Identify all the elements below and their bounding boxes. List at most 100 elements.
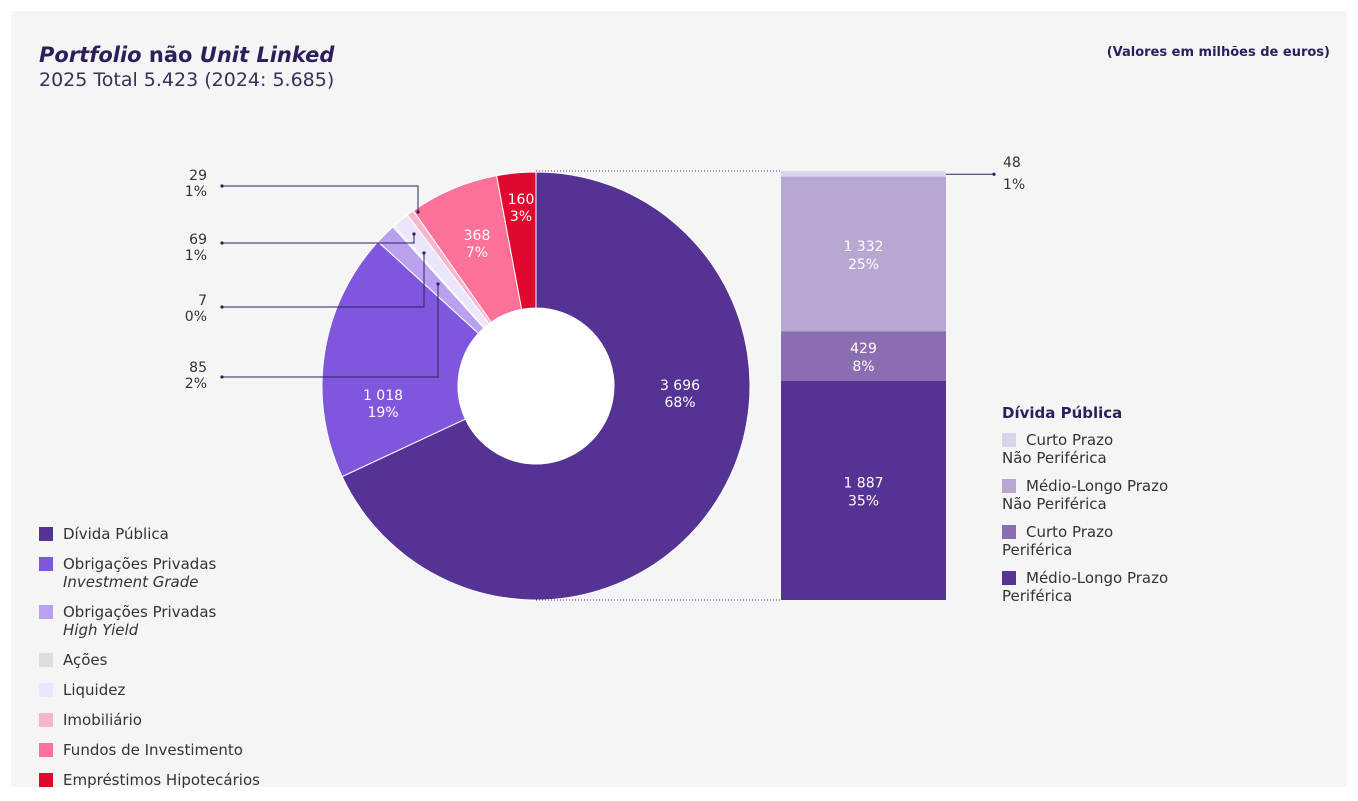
legend-label: Curto Prazo <box>1026 431 1114 449</box>
bar-pct-label: 8% <box>852 359 874 375</box>
outside-value-label: 7 <box>198 293 207 309</box>
legend-swatch <box>39 683 53 697</box>
outside-pct-label: 1% <box>185 184 207 200</box>
slice-value-label: 3 696 <box>660 378 700 394</box>
legend-label: Liquidez <box>63 681 126 699</box>
legend-swatch <box>1002 525 1016 539</box>
donut-legend: Dívida Pública Obrigações Privadas Investm… <box>39 525 260 801</box>
slice-pct-label: 19% <box>367 405 398 421</box>
bar-pct-label: 35% <box>848 493 879 509</box>
legend-label: Imobiliário <box>63 711 142 729</box>
legend-item-emprestimos-hipotecarios: Empréstimos Hipotecários <box>39 771 260 789</box>
legend-swatch <box>39 557 53 571</box>
title-part-3: Unit Linked <box>199 43 335 67</box>
donut-hole <box>458 308 614 464</box>
bar-outside-value-label: 48 <box>1003 155 1021 171</box>
bar-legend-item-medio-longo-prazo-periferica: Médio-Longo Prazo Periférica <box>1002 569 1168 605</box>
legend-label: Fundos de Investimento <box>63 741 243 759</box>
legend-label: Médio-Longo Prazo <box>1026 477 1169 495</box>
chart-subtitle: 2025 Total 5.423 (2024: 5.685) <box>39 69 335 91</box>
legend-swatch <box>1002 433 1016 447</box>
leader-dot <box>436 282 440 286</box>
legend-swatch <box>39 743 53 757</box>
legend-label: Empréstimos Hipotecários <box>63 771 260 789</box>
legend-item-divida-publica: Dívida Pública <box>39 525 260 543</box>
bar-segment-curto-prazo-periferica <box>781 331 946 381</box>
leader-line <box>222 234 415 244</box>
title-part-2: não <box>141 43 200 67</box>
chart-title: Portfolio não Unit Linked <box>39 43 334 67</box>
legend-swatch <box>1002 479 1016 493</box>
outside-pct-label: 1% <box>185 248 207 264</box>
legend-item-acoes: Ações <box>39 651 260 669</box>
bar-segment-medio-longo-prazo-nao-periferica <box>781 176 946 332</box>
legend-item-obrigacoes-privadas-high-yield: Obrigações Privadas High Yield <box>39 603 260 639</box>
bar-legend-item-curto-prazo-nao-periferica: Curto Prazo Não Periférica <box>1002 431 1168 467</box>
outside-value-label: 69 <box>189 232 207 248</box>
legend-item-imobiliario: Imobiliário <box>39 711 260 729</box>
outside-pct-label: 0% <box>185 309 207 325</box>
legend-label: Obrigações Privadas <box>63 555 217 573</box>
leader-dot <box>220 305 224 309</box>
legend-label-line2: Não Periférica <box>1002 495 1107 513</box>
leader-dot <box>422 251 426 255</box>
legend-label-line2: Não Periférica <box>1002 449 1107 467</box>
slice-pct-label: 7% <box>466 245 488 261</box>
legend-swatch <box>39 605 53 619</box>
leader-line <box>222 185 419 212</box>
leader-dot <box>416 210 420 214</box>
outside-value-label: 29 <box>189 168 207 184</box>
leader-dot <box>412 232 416 236</box>
legend-sublabel: Investment Grade <box>63 573 199 591</box>
donut-chart <box>321 171 751 601</box>
title-part-1: Portfolio <box>39 43 142 67</box>
bar-segment-curto-prazo-nao-periferica <box>781 171 946 177</box>
legend-label-line2: Periférica <box>1002 587 1073 605</box>
legend-item-obrigacoes-privadas-investment-grade: Obrigações Privadas Investment Grade <box>39 555 260 591</box>
bar-legend-items: Curto Prazo Não Periférica Médio-Longo Pra… <box>1002 431 1168 605</box>
slice-pct-label: 68% <box>664 395 695 411</box>
bar-legend-item-curto-prazo-periferica: Curto Prazo Periférica <box>1002 523 1168 559</box>
bar-pct-label: 25% <box>848 257 879 273</box>
legend-swatch <box>39 527 53 541</box>
legend-swatch <box>1002 571 1016 585</box>
title-block: Portfolio não Unit Linked 2025 Total 5.4… <box>39 43 334 91</box>
bar-segment-medio-longo-prazo-periferica <box>781 380 946 600</box>
slice-pct-label: 3% <box>510 209 532 225</box>
slice-value-label: 160 <box>508 192 535 208</box>
leader-dot <box>992 172 996 176</box>
bar-value-label: 429 <box>850 341 877 357</box>
legend-label: Obrigações Privadas <box>63 603 217 621</box>
leader-line <box>222 284 439 378</box>
leader-dot <box>220 184 224 188</box>
leader-dot <box>220 241 224 245</box>
stacked-bar-chart <box>781 171 946 600</box>
leader-dot <box>220 375 224 379</box>
slice-value-label: 368 <box>464 228 491 244</box>
bar-outside-pct-label: 1% <box>1003 177 1025 193</box>
leader-line <box>222 253 425 308</box>
bar-legend: Dívida Pública Curto Prazo Não Periférica… <box>1002 404 1168 615</box>
legend-swatch <box>39 713 53 727</box>
bar-value-label: 1 887 <box>843 475 883 491</box>
legend-item-fundos-de-investimento: Fundos de Investimento <box>39 741 260 759</box>
legend-sublabel: High Yield <box>63 621 139 639</box>
outside-value-label: 85 <box>189 360 207 376</box>
slice-value-label: 1 018 <box>363 388 403 404</box>
legend-label: Dívida Pública <box>63 525 169 543</box>
units-note: (Valores em milhões de euros) <box>1106 45 1330 60</box>
legend-label: Médio-Longo Prazo <box>1026 569 1169 587</box>
bar-legend-title: Dívida Pública <box>1002 404 1123 422</box>
bar-legend-item-medio-longo-prazo-nao-periferica: Médio-Longo Prazo Não Periférica <box>1002 477 1168 513</box>
legend-label-line2: Periférica <box>1002 541 1073 559</box>
legend-label: Curto Prazo <box>1026 523 1114 541</box>
legend-swatch <box>39 773 53 787</box>
legend-item-liquidez: Liquidez <box>39 681 260 699</box>
outside-pct-label: 2% <box>185 376 207 392</box>
legend-label: Ações <box>63 651 108 669</box>
legend-swatch <box>39 653 53 667</box>
connector-lines <box>220 170 996 601</box>
bar-value-label: 1 332 <box>843 239 883 255</box>
